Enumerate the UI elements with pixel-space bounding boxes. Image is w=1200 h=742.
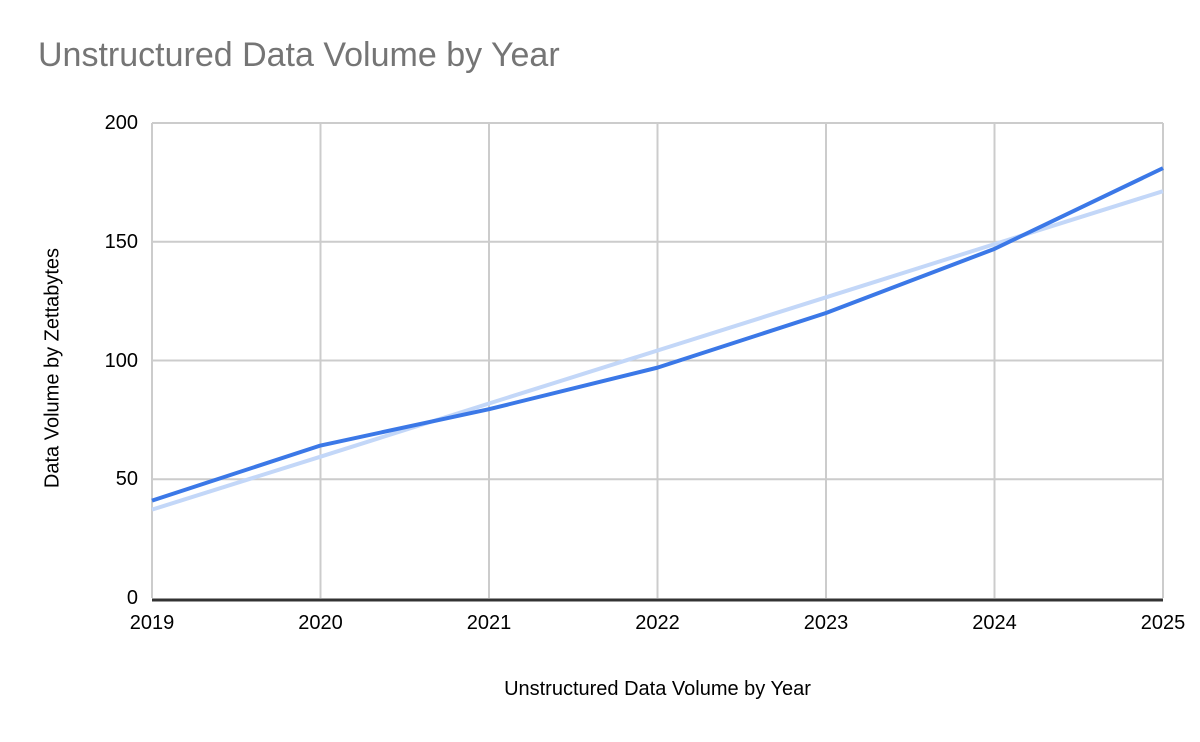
x-tick-label: 2022: [635, 612, 680, 634]
series-lines-group: [151, 166, 1164, 512]
x-tick-label: 2021: [466, 612, 512, 634]
x-tick-label: 2024: [972, 612, 1017, 634]
data-volume-line: [151, 166, 1164, 503]
x-tick-label: 2019: [129, 612, 175, 634]
x-axis-title: Unstructured Data Volume by Year: [504, 678, 811, 700]
x-tick-label: 2023: [803, 612, 849, 634]
y-tick-label: 200: [104, 112, 138, 134]
chart-title: Unstructured Data Volume by Year: [38, 36, 560, 74]
gridlines-group: [151, 122, 1164, 598]
y-tick-label: 0: [126, 587, 138, 609]
y-tick-label: 100: [104, 349, 138, 372]
linear-trendline-line: [151, 189, 1164, 512]
y-tick-label: 50: [115, 468, 138, 491]
y-axis-title: Data Volume by Zettabytes: [41, 247, 64, 489]
x-tick-label: 2025: [1140, 612, 1186, 634]
y-tick-label: 150: [104, 230, 138, 253]
x-tick-label: 2020: [298, 612, 343, 634]
